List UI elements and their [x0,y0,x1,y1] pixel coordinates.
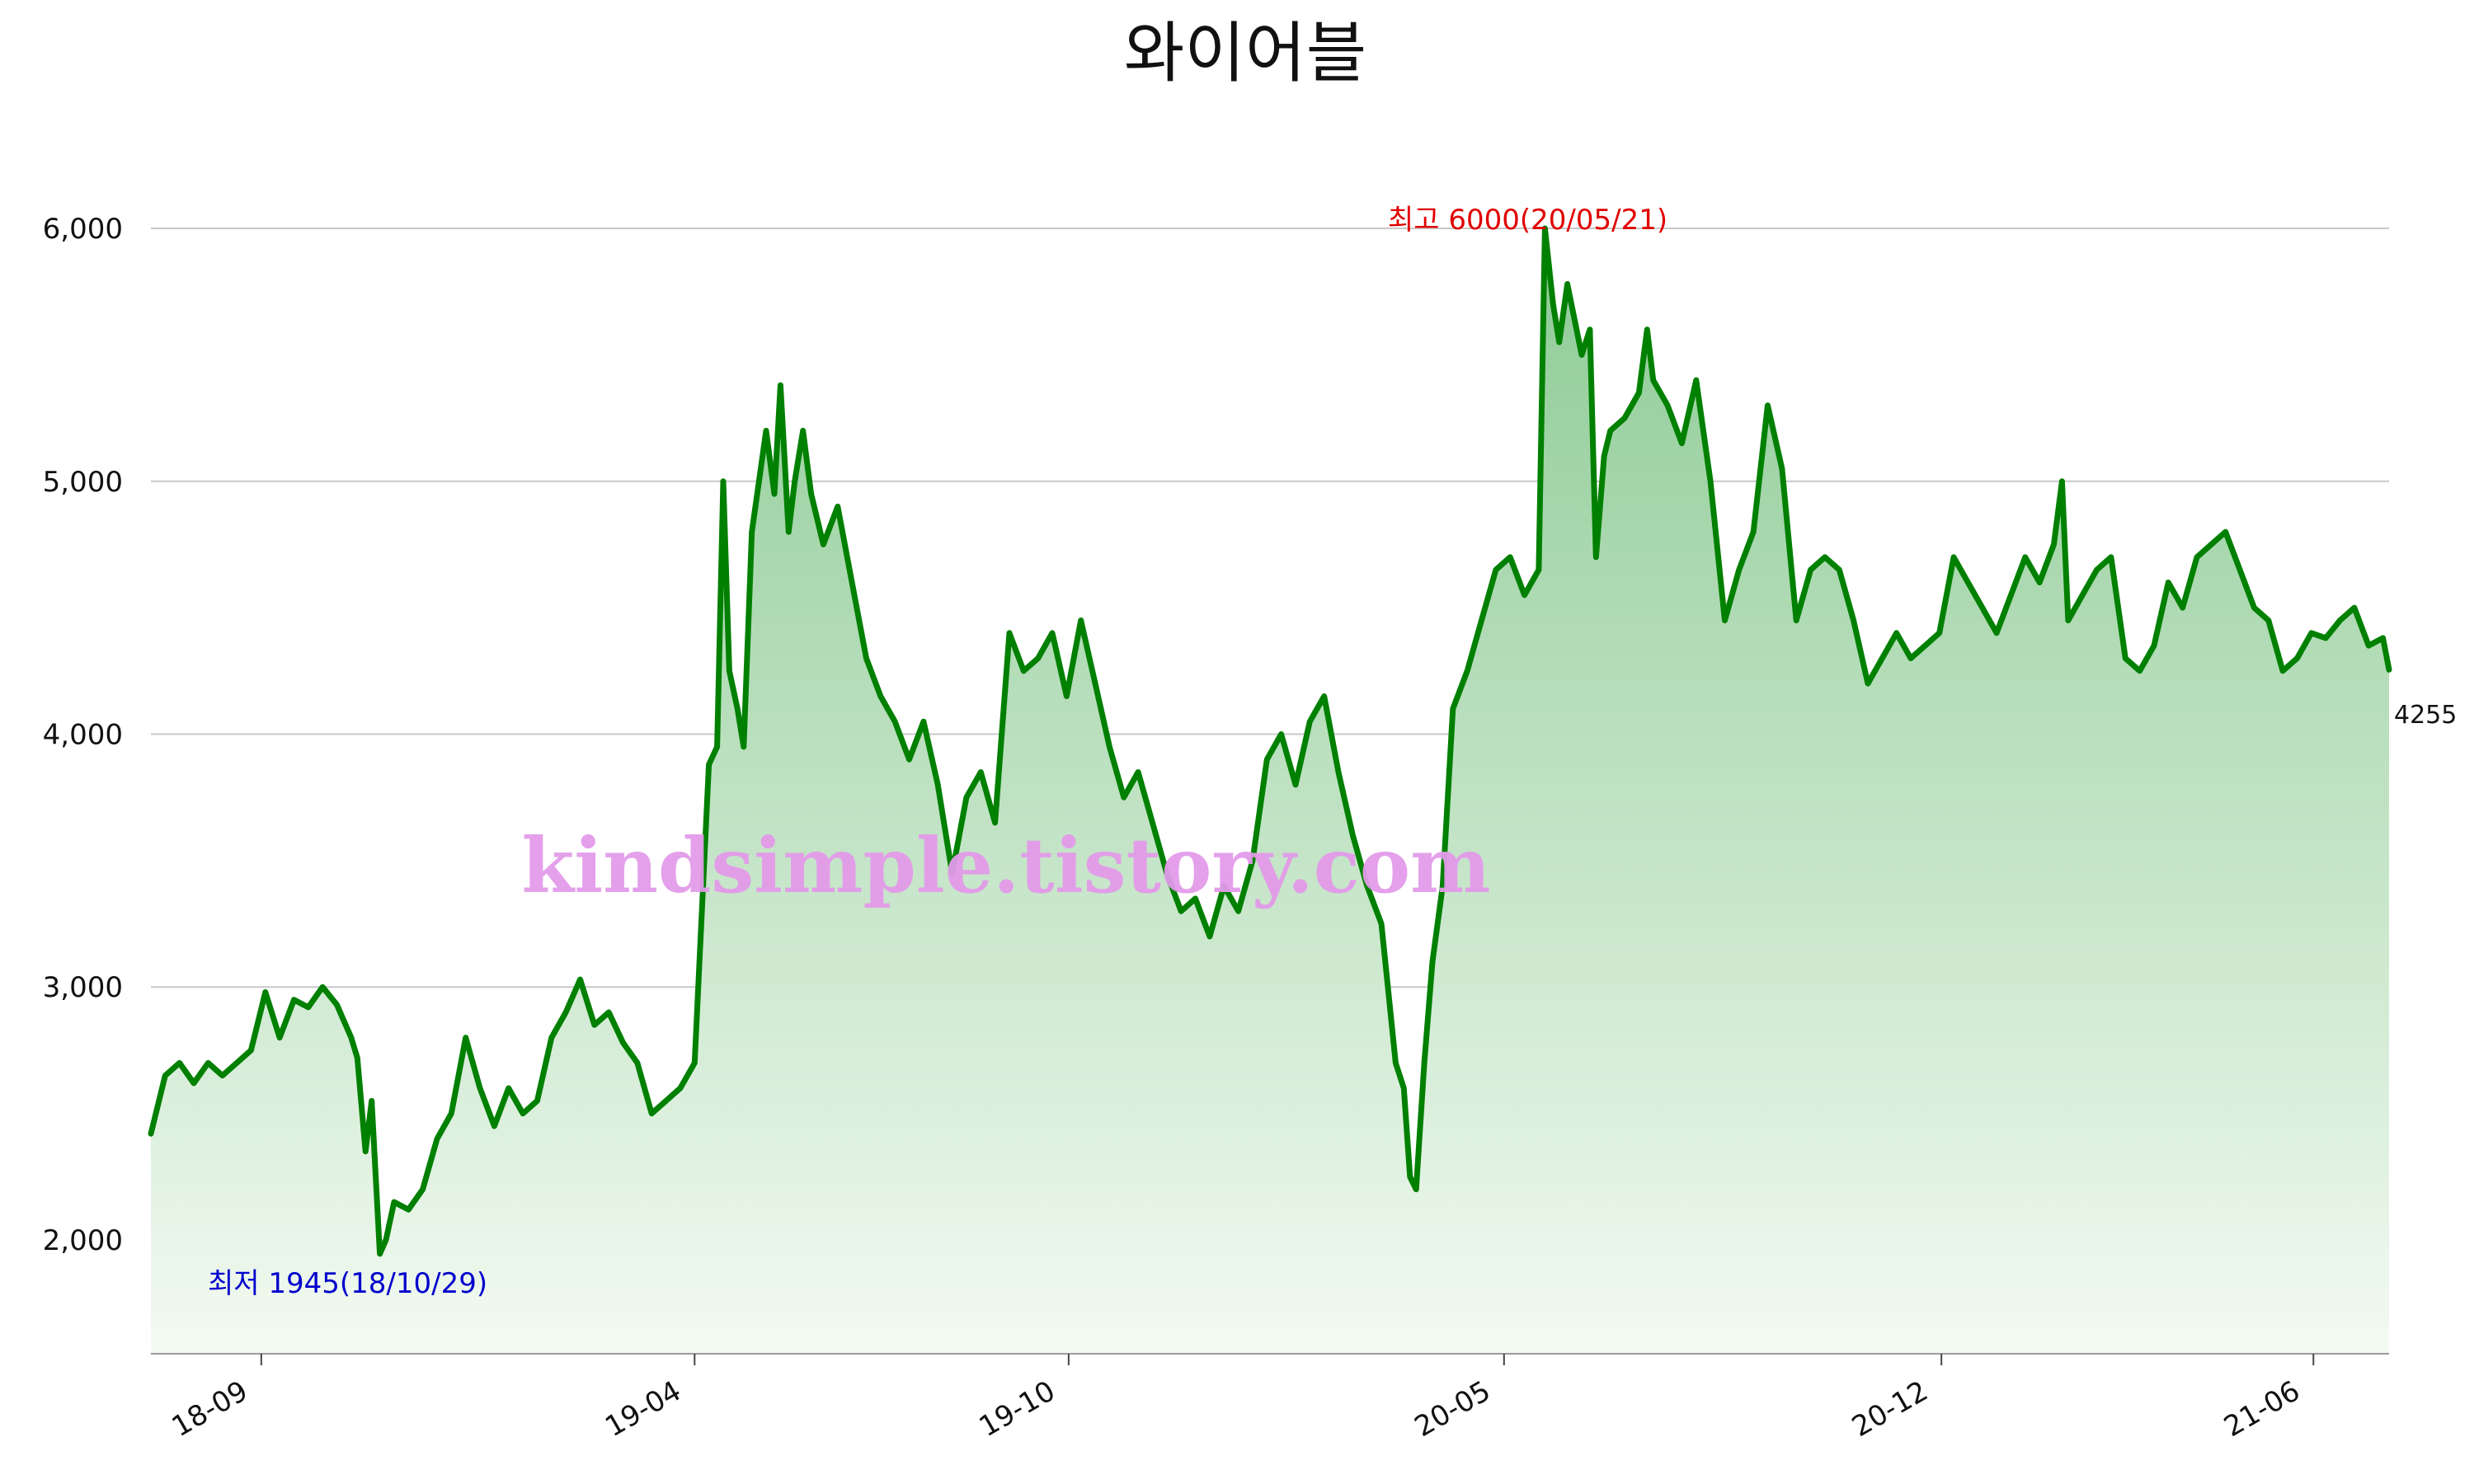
area-path [151,228,2389,1354]
x-tick-label: 20-12 [1846,1374,1934,1444]
series-line [148,225,2392,1257]
x-tick-label: 19-10 [974,1374,1061,1444]
x-tick-label: 19-04 [600,1374,687,1444]
x-tick-label: 21-06 [2218,1374,2306,1444]
low-annotation: 최저 1945(18/10/29) [208,1267,487,1300]
chart-title: 와이어블 [1124,15,1366,92]
high-annotation: 최고 6000(20/05/21) [1388,204,1667,237]
x-tick-label: 20-05 [1409,1374,1497,1444]
x-tick-label: 18-09 [167,1374,254,1444]
y-tick-label: 3,000 [43,971,123,1004]
y-tick-label: 2,000 [43,1224,123,1257]
y-tick-label: 6,000 [43,213,123,246]
y-tick-label: 5,000 [43,466,123,499]
y-tick-label: 4,000 [43,718,123,751]
last-value-label: 4255 [2394,701,2457,730]
price-line [148,225,2392,1257]
area-fill [151,228,2389,1354]
watermark: kindsimple.tistory.com [521,821,1490,910]
